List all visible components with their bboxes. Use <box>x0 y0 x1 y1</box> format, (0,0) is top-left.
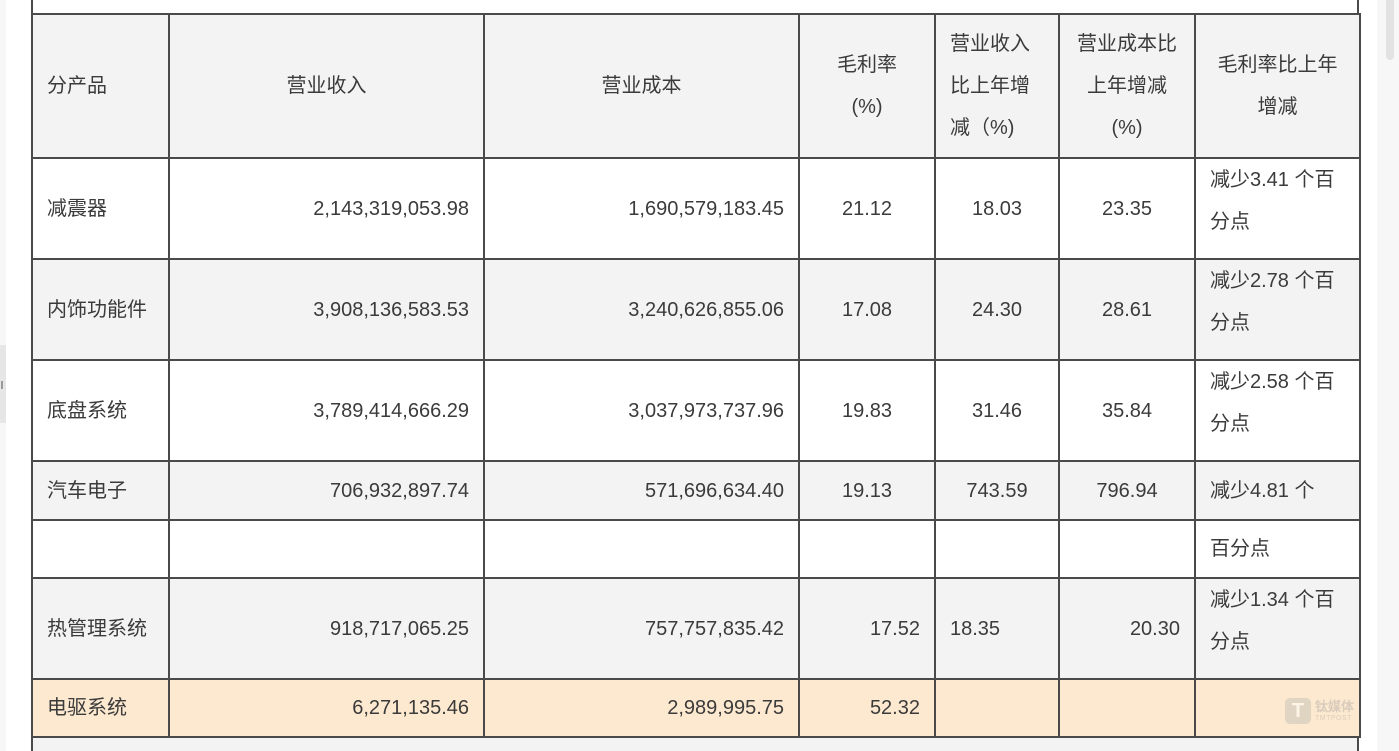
table-row-highlighted: 电驱系统 6,271,135.46 2,989,995.75 52.32 <box>31 678 1361 738</box>
header-gross-margin: 毛利率 (%) <box>798 13 936 159</box>
cell-cost-change <box>1058 519 1196 579</box>
cell-gross-margin: 17.08 <box>798 258 936 361</box>
cell-cost <box>483 519 800 579</box>
cell-cost-change: 23.35 <box>1058 157 1196 260</box>
cell-cost-change <box>1058 678 1196 738</box>
watermark-name-en: TMTPOST <box>1315 715 1352 722</box>
header-revenue-change: 营业收入 比上年增 减（%) <box>934 13 1060 159</box>
cell-product <box>31 519 170 579</box>
cell-product: 汽车电子 <box>31 460 170 521</box>
cell-revenue <box>168 519 485 579</box>
table-row: 热管理系统 918,717,065.25 757,757,835.42 17.5… <box>31 577 1361 680</box>
cell-cost: 3,037,973,737.96 <box>483 359 800 462</box>
cell-margin-change: 减少1.34 个百 分点 <box>1194 577 1361 680</box>
cell-product: 底盘系统 <box>31 359 170 462</box>
header-product: 分产品 <box>31 13 170 159</box>
tmtpost-watermark: T 钛媒体 TMTPOST <box>1285 698 1354 724</box>
cell-cost: 3,240,626,855.06 <box>483 258 800 361</box>
cell-product: 内饰功能件 <box>31 258 170 361</box>
cell-cost: 571,696,634.40 <box>483 460 800 521</box>
side-collapse-handle[interactable] <box>0 345 6 423</box>
cell-gross-margin: 52.32 <box>798 678 936 738</box>
cell-cost-change: 796.94 <box>1058 460 1196 521</box>
header-cost-change: 营业成本比 上年增减 (%) <box>1058 13 1196 159</box>
table-row: 内饰功能件 3,908,136,583.53 3,240,626,855.06 … <box>31 258 1361 361</box>
cell-revenue: 3,908,136,583.53 <box>168 258 485 361</box>
table-row: 百分点 <box>31 519 1361 579</box>
header-cost: 营业成本 <box>483 13 800 159</box>
table-header-row: 分产品 营业收入 营业成本 毛利率 (%) 营业收入 比上年增 减（%) 营业成… <box>31 13 1361 159</box>
cell-cost: 757,757,835.42 <box>483 577 800 680</box>
vertical-scrollbar[interactable] <box>1377 0 1399 751</box>
cell-revenue-change: 18.03 <box>934 157 1060 260</box>
cell-revenue: 2,143,319,053.98 <box>168 157 485 260</box>
cell-margin-change: 减少3.41 个百 分点 <box>1194 157 1361 260</box>
cell-gross-margin: 19.83 <box>798 359 936 462</box>
cell-revenue-change <box>934 678 1060 738</box>
cell-cost-change: 35.84 <box>1058 359 1196 462</box>
cell-product: 减震器 <box>31 157 170 260</box>
cell-revenue: 918,717,065.25 <box>168 577 485 680</box>
cell-revenue-change: 31.46 <box>934 359 1060 462</box>
cell-cost: 2,989,995.75 <box>483 678 800 738</box>
frame-bottom-strip <box>33 736 1357 751</box>
cell-revenue: 706,932,897.74 <box>168 460 485 521</box>
cell-margin-change <box>1194 678 1361 738</box>
cell-gross-margin: 21.12 <box>798 157 936 260</box>
cell-revenue: 3,789,414,666.29 <box>168 359 485 462</box>
table-row: 底盘系统 3,789,414,666.29 3,037,973,737.96 1… <box>31 359 1361 462</box>
cell-product: 热管理系统 <box>31 577 170 680</box>
header-margin-change: 毛利率比上年 增减 <box>1194 13 1361 159</box>
cell-revenue-change <box>934 519 1060 579</box>
cell-gross-margin <box>798 519 936 579</box>
cell-gross-margin: 19.13 <box>798 460 936 521</box>
cell-margin-change: 减少4.81 个 <box>1194 460 1361 521</box>
cell-margin-change: 减少2.78 个百 分点 <box>1194 258 1361 361</box>
header-revenue: 营业收入 <box>168 13 485 159</box>
table-row: 减震器 2,143,319,053.98 1,690,579,183.45 21… <box>31 157 1361 260</box>
cell-cost-change: 20.30 <box>1058 577 1196 680</box>
cell-gross-margin: 17.52 <box>798 577 936 680</box>
cell-cost: 1,690,579,183.45 <box>483 157 800 260</box>
cell-revenue: 6,271,135.46 <box>168 678 485 738</box>
scrollbar-thumb[interactable] <box>1386 0 1394 60</box>
product-revenue-table: 分产品 营业收入 营业成本 毛利率 (%) 营业收入 比上年增 减（%) 营业成… <box>31 13 1361 738</box>
cell-cost-change: 28.61 <box>1058 258 1196 361</box>
cell-margin-change: 百分点 <box>1194 519 1361 579</box>
cell-revenue-change: 743.59 <box>934 460 1060 521</box>
cell-revenue-change: 24.30 <box>934 258 1060 361</box>
cell-margin-change: 减少2.58 个百 分点 <box>1194 359 1361 462</box>
table-row: 汽车电子 706,932,897.74 571,696,634.40 19.13… <box>31 460 1361 521</box>
watermark-name-cn: 钛媒体 <box>1315 699 1355 714</box>
tmtpost-logo-icon: T <box>1285 698 1311 724</box>
cell-product: 电驱系统 <box>31 678 170 738</box>
cell-revenue-change: 18.35 <box>934 577 1060 680</box>
